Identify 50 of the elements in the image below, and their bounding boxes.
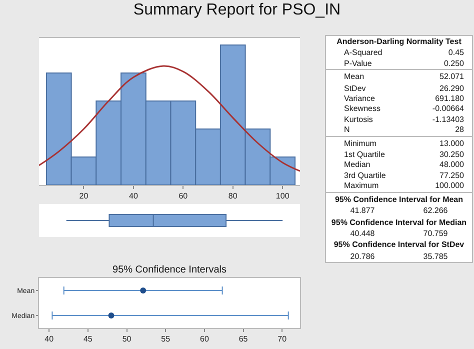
chart-title: Summary Report for PSO_IN	[133, 2, 341, 19]
text: 52.071	[440, 72, 464, 82]
text: 26.290	[440, 84, 464, 93]
text: 35.785	[423, 252, 448, 262]
category-label: StDev	[344, 84, 366, 94]
text: 62.266	[423, 206, 448, 216]
text: -1.13403	[432, 114, 464, 124]
text: 40.448	[350, 228, 375, 240]
x-tick-label: 20	[79, 192, 89, 201]
text: 20.786	[350, 252, 375, 262]
text: 48.000	[440, 160, 464, 170]
category-label: 3rd Quartile	[344, 170, 386, 182]
text: 77.250	[440, 170, 464, 180]
text: 13.000	[440, 138, 464, 148]
text: 0.250	[444, 58, 464, 68]
category-label: Kurtosis	[344, 114, 373, 126]
x-tick-label: 80	[228, 192, 238, 201]
category-label: Skewness	[344, 104, 380, 115]
x-tick-label: 100	[276, 192, 290, 201]
x-tick-label: 60	[178, 192, 188, 201]
text: 95% Confidence Interval for Median	[330, 216, 468, 228]
category-label: Minimum	[344, 138, 376, 150]
x-tick-label: 40	[44, 334, 54, 344]
x-tick-label: 40	[129, 192, 138, 201]
x-tick-label: 55	[161, 334, 171, 344]
x-tick-label: 65	[238, 334, 248, 344]
chart-title: 95% Confidence Intervals	[112, 264, 226, 276]
text: 70.759	[423, 228, 448, 240]
text: -0.00664	[432, 104, 464, 114]
category-label: Maximum	[344, 181, 379, 192]
category-label: Median	[344, 160, 370, 171]
text: 95% Confidence Interval for StDev	[332, 239, 466, 252]
text: 0.45	[448, 48, 464, 58]
category-label: A-Squared	[344, 48, 382, 59]
x-tick-label: 70	[278, 334, 288, 344]
text: 95% Confidence Interval for Mean	[326, 192, 472, 206]
text: Anderson-Darling Normality Test	[336, 36, 462, 48]
x-tick-label: 50	[122, 334, 132, 344]
x-tick-label: 60	[200, 334, 210, 344]
text: 28	[455, 125, 464, 134]
category-label: 1st Quartile	[344, 150, 385, 160]
category-label: P-Value	[344, 58, 372, 70]
category-label: Mean	[344, 72, 364, 83]
x-tick-label: 45	[83, 334, 93, 344]
text: 30.250	[440, 150, 464, 160]
category-label: Variance	[344, 94, 375, 104]
category-label: N	[344, 125, 350, 136]
text: 41.877	[350, 206, 375, 216]
text: 100.000	[435, 181, 464, 190]
text: 691.180	[435, 94, 464, 104]
